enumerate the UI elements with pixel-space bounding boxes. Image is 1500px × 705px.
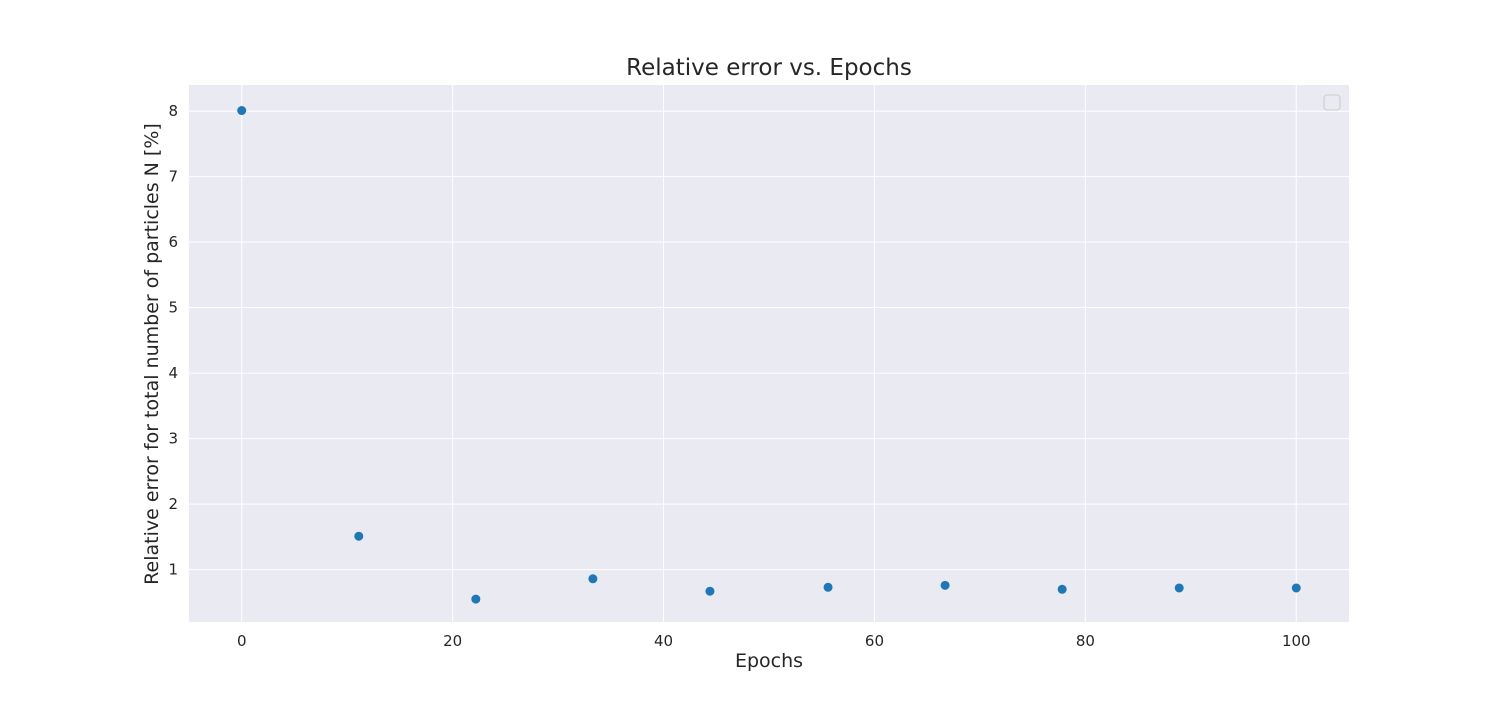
y-tick-label: 4 [168, 364, 178, 382]
data-point [1174, 583, 1184, 593]
data-point [1291, 583, 1301, 593]
y-tick-labels: 1 2 3 4 5 6 7 8 [168, 102, 178, 578]
data-point [1057, 584, 1067, 594]
grid-lines [189, 85, 1349, 622]
x-tick-label: 40 [654, 632, 673, 650]
x-tick-labels: 0 20 40 60 80 100 [237, 632, 1311, 650]
data-point [940, 580, 950, 590]
x-tick-label: 60 [865, 632, 884, 650]
data-point [237, 106, 247, 116]
chart-title: Relative error vs. Epochs [626, 55, 912, 81]
y-axis-label: Relative error for total number of parti… [141, 123, 163, 585]
y-tick-label: 2 [168, 495, 178, 513]
legend-box [1323, 94, 1341, 111]
x-tick-label: 20 [443, 632, 462, 650]
data-points [237, 106, 1301, 604]
data-point [588, 574, 598, 584]
plot-background [189, 85, 1349, 622]
x-tick-label: 80 [1076, 632, 1095, 650]
data-point [705, 586, 715, 596]
x-axis-label: Epochs [735, 650, 803, 672]
y-tick-label: 7 [168, 168, 178, 186]
x-tick-label: 100 [1282, 632, 1311, 650]
data-point [354, 531, 364, 541]
x-tick-label: 0 [237, 632, 247, 650]
data-point [471, 594, 481, 604]
y-tick-label: 8 [168, 102, 178, 120]
y-tick-label: 3 [168, 430, 178, 448]
y-tick-label: 5 [168, 299, 178, 317]
y-tick-label: 6 [168, 233, 178, 251]
y-tick-label: 1 [168, 561, 178, 579]
data-point [823, 582, 833, 592]
